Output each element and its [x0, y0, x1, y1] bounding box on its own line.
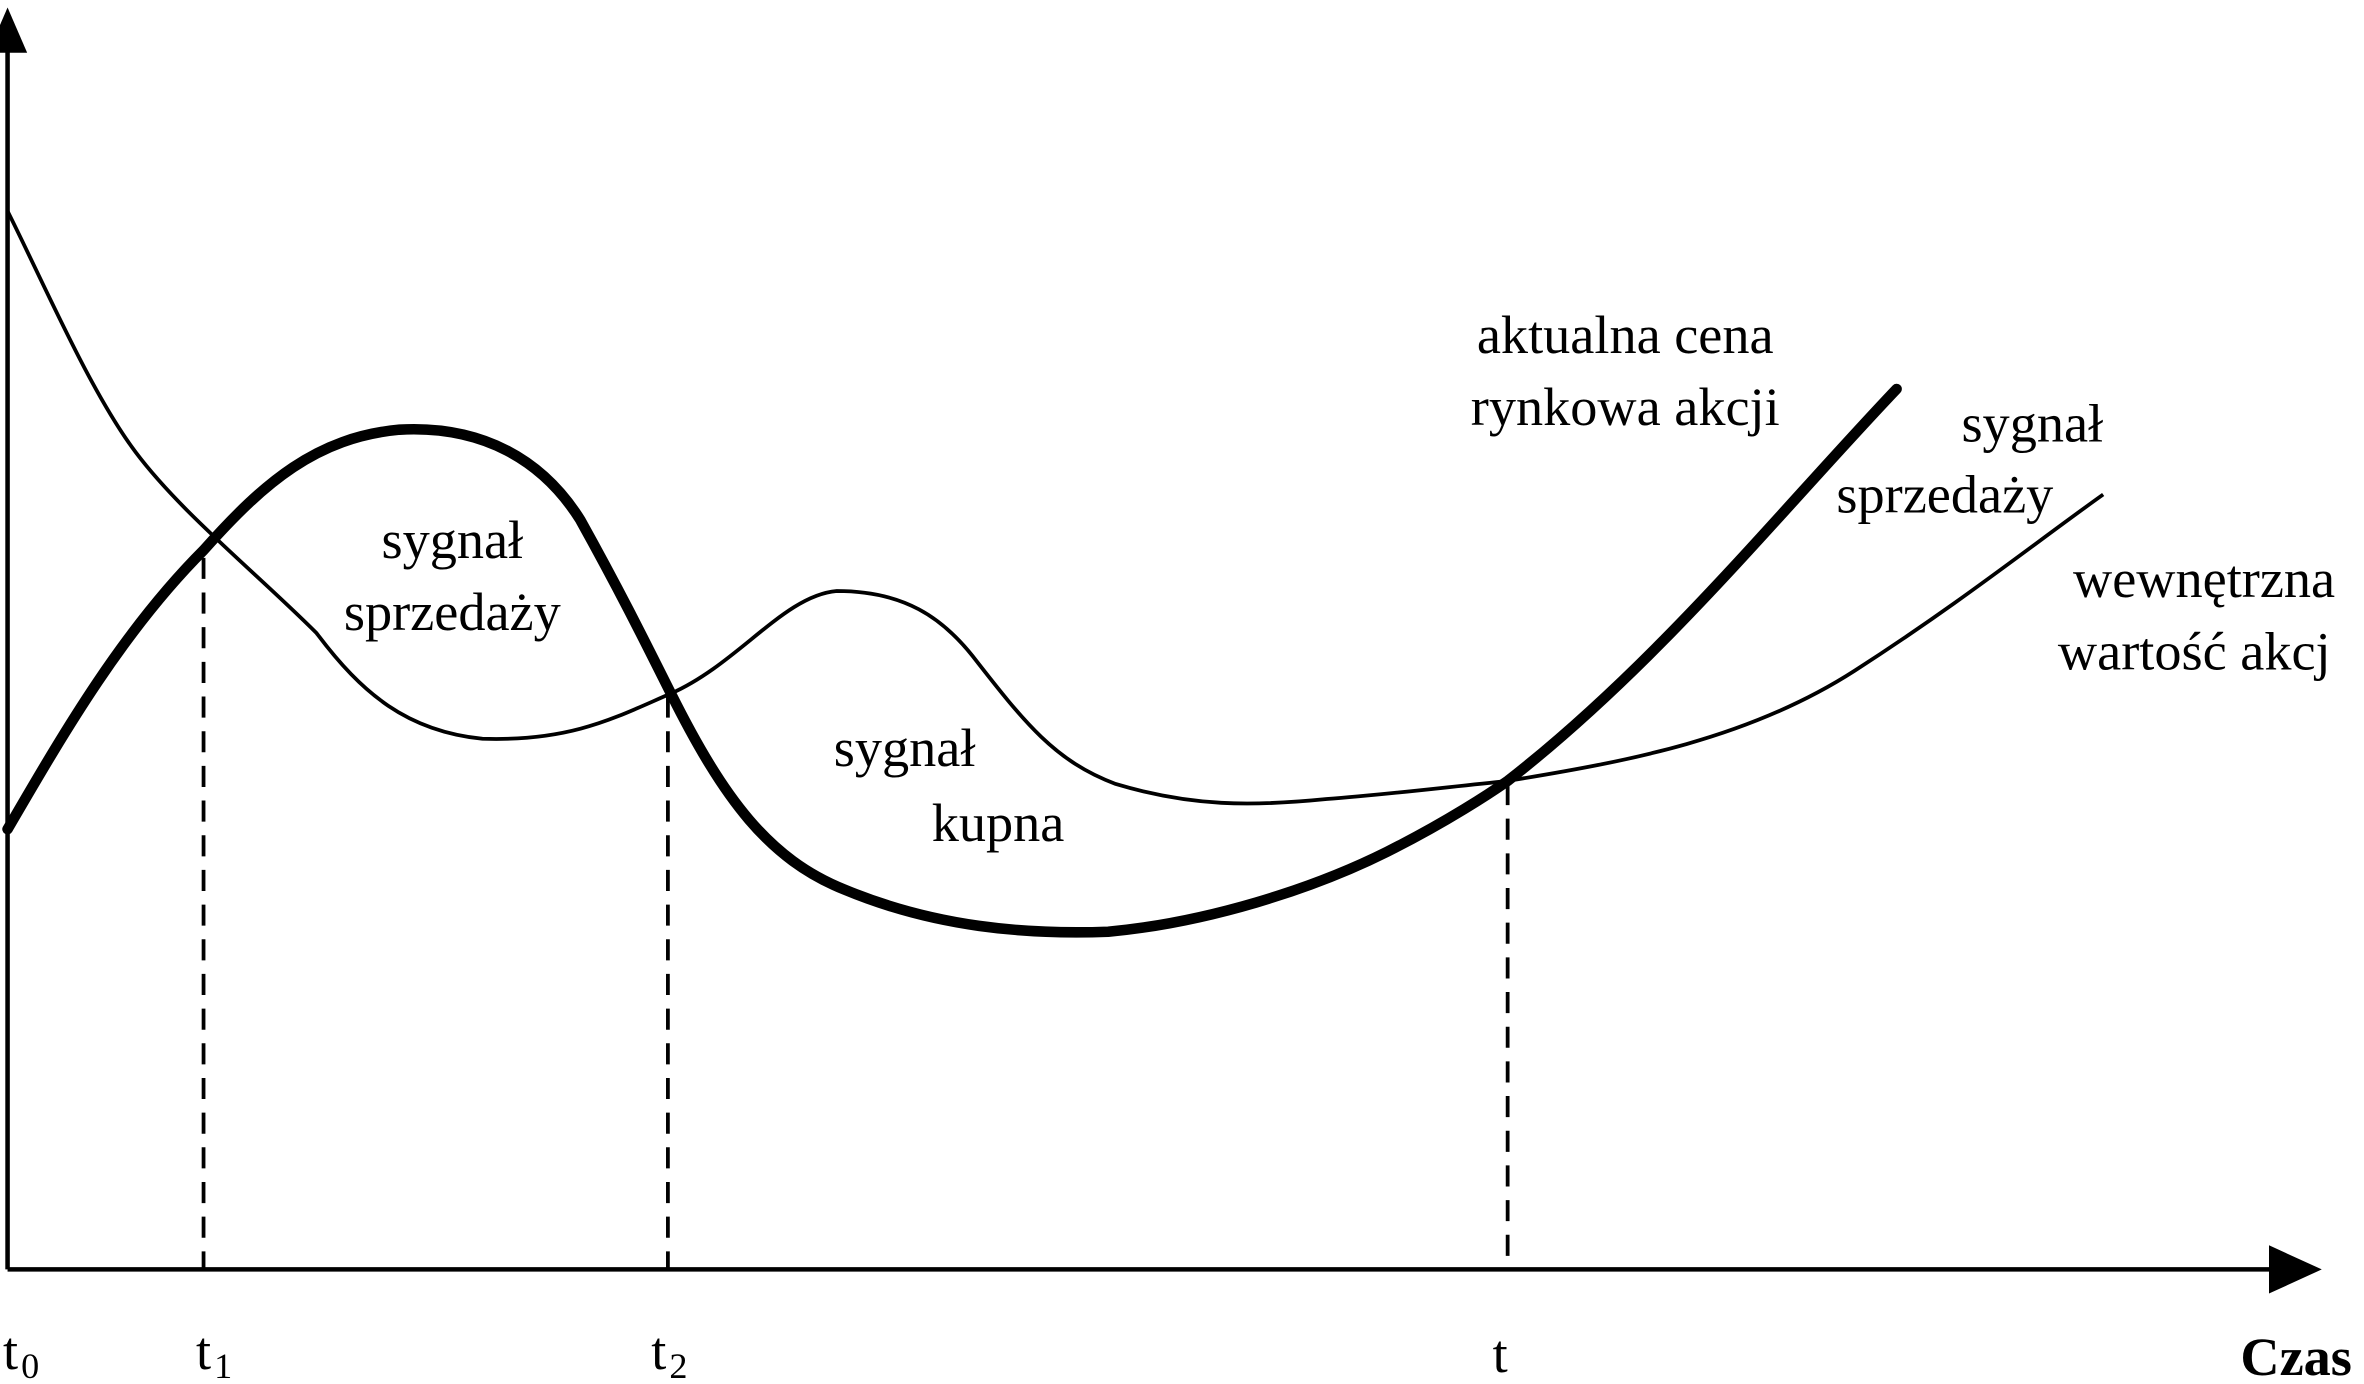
- tick-subscript: 2: [669, 1346, 687, 1384]
- tick-label: t: [3, 1321, 18, 1381]
- market-price-curve: [2, 383, 1902, 938]
- curve-label: aktualna cena: [1477, 305, 1774, 365]
- intrinsic-value-curve: [5, 210, 2105, 806]
- tick-label: t: [196, 1321, 211, 1381]
- tick-subscript: 1: [214, 1346, 232, 1384]
- crossing-markers: [201, 557, 1510, 1270]
- signal-label: sygnał: [1961, 394, 2103, 454]
- x-arrow: [2268, 1245, 2322, 1294]
- tick-subscript: 0: [21, 1346, 39, 1384]
- tick-label: t: [651, 1321, 666, 1381]
- signal-label: sygnał: [834, 718, 976, 778]
- signal-label: sygnał: [381, 510, 523, 570]
- signal-label: kupna: [932, 793, 1065, 853]
- y-arrow: [0, 7, 28, 53]
- curve-label: wartość akcj: [2058, 621, 2331, 681]
- curve-label: wewnętrzna: [2073, 549, 2335, 609]
- signal-label: sprzedaży: [1836, 465, 2053, 525]
- signal-label: sprzedaży: [344, 582, 561, 642]
- x-axis-label: Czas: [2240, 1327, 2352, 1384]
- curve-label: rynkowa akcji: [1471, 377, 1780, 437]
- tick-label: t: [1493, 1324, 1508, 1384]
